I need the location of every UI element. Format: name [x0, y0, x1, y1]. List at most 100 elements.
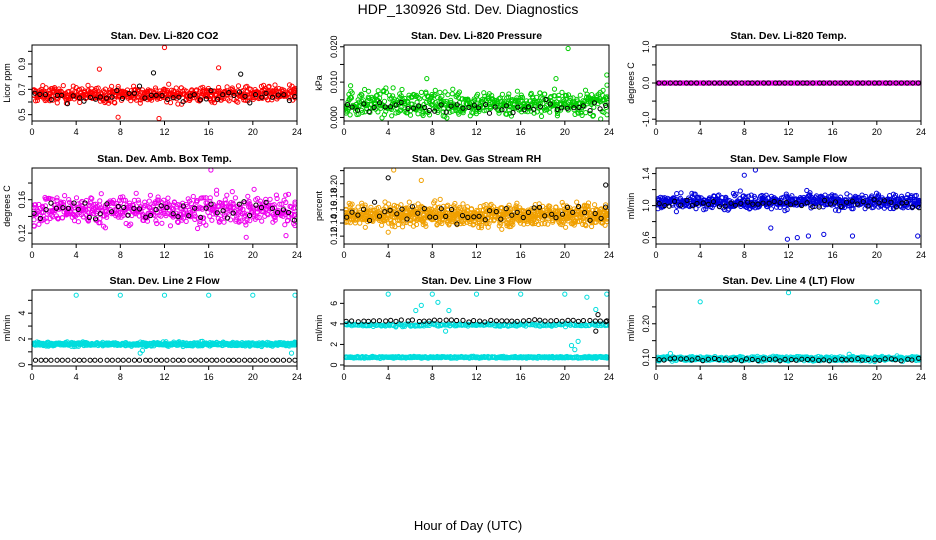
data-point: [582, 210, 588, 216]
data-point: [421, 206, 427, 212]
data-point: [887, 80, 893, 86]
data-point: [580, 103, 586, 109]
data-point: [432, 108, 438, 114]
data-point: [448, 97, 454, 103]
data-point: [59, 215, 66, 221]
data-point: [498, 221, 504, 227]
data-point: [572, 219, 578, 225]
y-tick-label: 0.0: [641, 77, 651, 90]
data-point: [206, 292, 212, 298]
data-point: [476, 108, 482, 115]
data-point: [464, 204, 470, 210]
data-point: [766, 200, 772, 206]
data-point: [220, 357, 226, 363]
data-point: [275, 92, 281, 98]
data-point: [272, 217, 278, 223]
data-point: [440, 109, 446, 115]
x-tick-label: 16: [516, 250, 526, 260]
data-point: [256, 214, 262, 221]
data-point: [203, 357, 210, 363]
data-point: [82, 206, 89, 212]
data-point: [391, 96, 397, 102]
data-point: [525, 209, 532, 215]
data-point: [515, 104, 521, 110]
data-point: [370, 218, 376, 224]
data-point: [838, 80, 844, 86]
data-point: [120, 357, 126, 363]
data-point: [349, 90, 355, 96]
data-point: [347, 112, 353, 118]
data-point: [208, 201, 214, 207]
data-point: [253, 202, 259, 208]
data-point: [143, 357, 149, 363]
data-point: [553, 76, 559, 82]
data-point: [777, 200, 783, 206]
data-point: [507, 110, 513, 116]
data-point: [43, 357, 49, 363]
data-point: [604, 72, 610, 78]
data-point: [804, 200, 810, 206]
data-point: [109, 357, 115, 363]
y-tick-label: 1.0: [641, 41, 651, 54]
data-point: [672, 198, 678, 204]
data-point: [788, 202, 794, 208]
data-point: [263, 199, 269, 205]
y-tick-label: 0.7: [17, 83, 27, 96]
data-point: [542, 221, 548, 227]
y-tick-label: 1.0: [641, 199, 651, 212]
data-points: [343, 291, 610, 361]
x-tick-label: 4: [386, 127, 391, 137]
data-point: [84, 94, 90, 101]
x-tick-label: 12: [159, 372, 169, 382]
y-tick-label: 4: [17, 311, 27, 316]
data-point: [203, 205, 209, 211]
data-point: [85, 218, 92, 224]
data-point: [574, 96, 580, 102]
data-point: [678, 202, 684, 208]
data-point: [393, 110, 399, 116]
data-point: [81, 98, 87, 104]
data-point: [854, 201, 860, 207]
data-point: [175, 214, 181, 220]
x-tick-label: 16: [204, 127, 214, 137]
data-point: [273, 192, 279, 198]
data-point: [579, 112, 585, 119]
data-point: [142, 215, 148, 221]
data-point: [267, 196, 273, 202]
data-point: [252, 357, 258, 363]
data-point: [568, 95, 574, 101]
data-point: [97, 211, 103, 217]
data-point: [783, 191, 789, 197]
data-point: [542, 91, 548, 97]
data-point: [198, 214, 204, 220]
data-point: [136, 357, 143, 363]
data-point: [164, 357, 170, 363]
data-point: [587, 108, 593, 114]
data-point: [598, 215, 604, 221]
data-point: [517, 220, 524, 226]
data-point: [706, 195, 713, 201]
data-point: [398, 99, 404, 106]
data-point: [447, 109, 453, 115]
data-point: [603, 182, 609, 188]
data-point: [677, 80, 683, 86]
data-point: [158, 203, 164, 209]
data-point: [214, 191, 220, 197]
data-point: [291, 217, 297, 223]
data-points: [31, 44, 298, 122]
data-point: [81, 357, 87, 363]
data-point: [176, 94, 182, 100]
x-tick-label: 8: [118, 127, 123, 137]
y-axis-label: ml/min: [314, 315, 324, 342]
data-point: [180, 203, 186, 209]
data-point: [292, 292, 298, 298]
data-point: [159, 220, 165, 226]
data-point: [597, 106, 603, 112]
data-point: [514, 209, 520, 215]
data-point: [115, 114, 121, 120]
data-point: [866, 80, 872, 86]
